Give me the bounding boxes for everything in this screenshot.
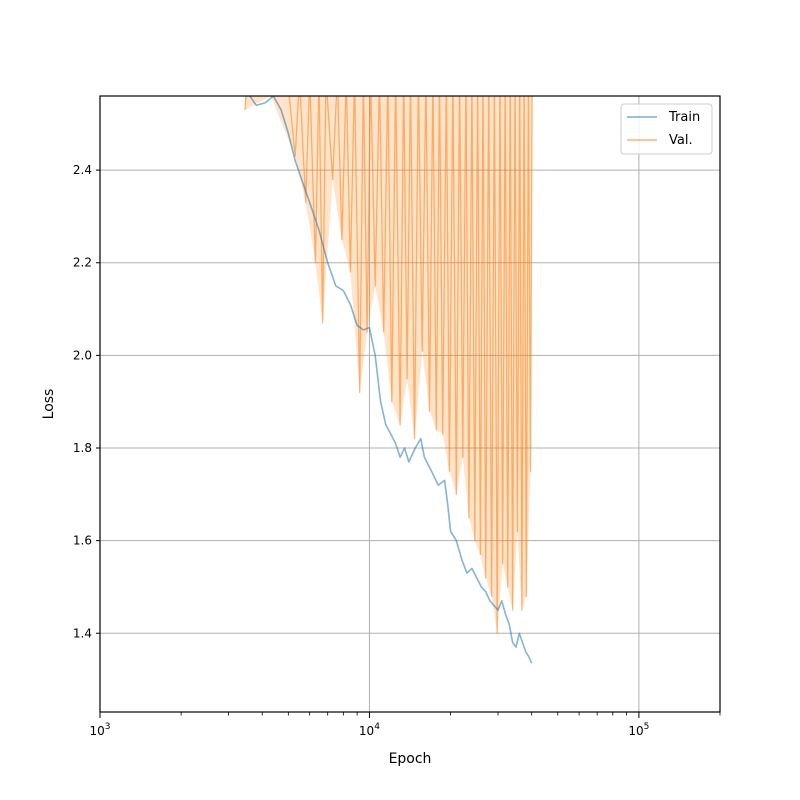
x-tick-base: 10 [628,724,643,738]
plot-frame [99,95,721,713]
legend-label-val: Val. [669,133,693,148]
legend-label-train: Train [668,110,700,125]
y-tick-label: 1.4 [73,626,92,640]
legend: Train Val. [620,103,713,155]
x-tick-exponent: 4 [374,722,380,732]
x-tick-label: 105 [628,722,649,738]
x-tick-label: 104 [359,722,380,738]
x-tick-base: 10 [89,724,104,738]
x-tick-base: 10 [359,724,374,738]
y-tick-label: 1.6 [73,534,92,548]
series-layer [244,96,533,664]
x-axis-label: Epoch [389,751,432,767]
y-axis-label: Loss [41,389,57,420]
x-tick-exponent: 5 [644,722,650,732]
x-tick-exponent: 3 [105,722,111,732]
y-tick-label: 1.8 [73,441,92,455]
x-tick-label: 103 [89,722,110,738]
y-tick-label: 2.2 [73,256,92,270]
val-series-line [244,96,533,634]
train-series-line [248,96,533,664]
y-tick-label: 2.0 [73,348,92,362]
y-tick-label: 2.4 [73,163,92,177]
